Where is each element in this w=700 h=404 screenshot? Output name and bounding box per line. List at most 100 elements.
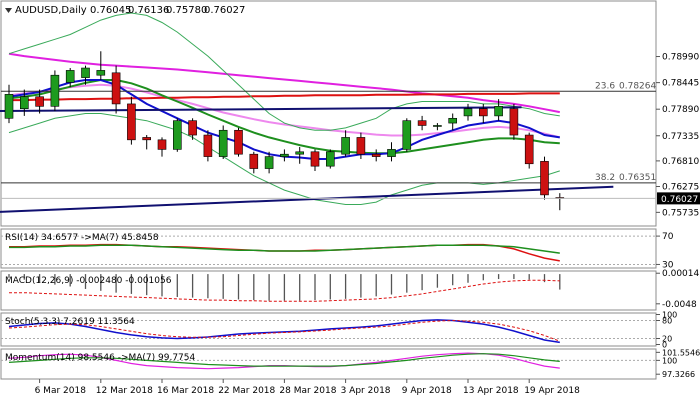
- candle-body: [142, 137, 151, 141]
- candle-body: [433, 125, 442, 127]
- candle-body: [218, 129, 228, 157]
- price-axis-tick-label: 0.78990: [662, 53, 699, 63]
- ohlc-low: 0.75780: [166, 5, 207, 16]
- momentum-title: Momentum(14) 98.5546 ->MA(7) 99.7754: [5, 353, 196, 363]
- candle-body: [157, 139, 167, 150]
- candle-body: [280, 153, 289, 157]
- macd-signal-line: [9, 279, 560, 302]
- momentum-axis-tick-label: 97.3266: [662, 370, 695, 379]
- candles: [4, 51, 565, 211]
- trendline: [0, 185, 614, 213]
- ohlc-close: 0.76027: [204, 5, 245, 16]
- date-tick-label: 28 Mar 2018: [279, 386, 336, 396]
- candle-body: [249, 153, 259, 169]
- candle-body: [509, 108, 519, 136]
- last-price-label: 0.76027: [661, 195, 698, 205]
- price-axis-tick-label: 0.76810: [662, 157, 699, 167]
- date-tick-label: 19 Apr 2018: [524, 386, 580, 396]
- candle-body: [494, 106, 503, 117]
- candle-body: [50, 74, 60, 107]
- date-tick-label: 9 Apr 2018: [402, 386, 452, 396]
- candle-body: [264, 156, 274, 169]
- candle-body: [371, 153, 381, 157]
- candle-body: [341, 137, 350, 155]
- momentum-series-line: [8, 353, 560, 367]
- stoch-axis-tick-label: 80: [662, 317, 672, 326]
- ohlc-high: 0.76136: [128, 5, 169, 16]
- candle-body: [4, 94, 14, 119]
- stoch-axis-tick-label: 100: [662, 311, 677, 320]
- ma-line: [8, 83, 561, 139]
- candle-body: [111, 72, 121, 105]
- macd-axis-tick-label: 0.000141: [662, 269, 700, 279]
- momentum-axis-tick-label: 100: [662, 356, 677, 365]
- candle-body: [310, 151, 320, 167]
- date-tick-label: 22 Mar 2018: [218, 386, 275, 396]
- candle-body: [173, 120, 182, 150]
- stoch-lines: [1, 319, 656, 344]
- momentum-axis-tick-label: 101.5546: [662, 348, 700, 357]
- rsi-lines: [1, 235, 656, 265]
- candle-body: [96, 70, 106, 76]
- fib-level-label: 38.2: [595, 173, 615, 183]
- rsi-axis-tick-label: 70: [662, 232, 674, 242]
- macd-title: MACD(12,26,9) -0.002480 -0.001056: [5, 276, 172, 286]
- candle-body: [127, 103, 136, 141]
- stoch-title: Stoch(5,3,3) 7.2619 11.3564: [5, 317, 135, 327]
- date-axis: 6 Mar 2018 12 Mar 2018 16 Mar 2018 22 Mar 2…: [35, 379, 580, 396]
- candle-body: [478, 108, 488, 117]
- candle-body: [417, 120, 427, 126]
- momentum-lines: [1, 352, 656, 370]
- ohlc-open: 0.76045: [90, 5, 131, 16]
- trendlines: [0, 106, 614, 213]
- fib-level-value: 0.78264: [619, 81, 656, 91]
- candle-body: [188, 120, 197, 136]
- macd-axis: 0.000141 -0.0048: [656, 269, 700, 310]
- candle-body: [295, 151, 305, 155]
- candle-body: [234, 129, 243, 155]
- candle-body: [524, 134, 534, 165]
- stoch-axis-tick-label: 0: [662, 341, 667, 350]
- price-pane: 0.78990 0.78445 0.77890 0.77335 0.76810 0.762…: [0, 0, 700, 227]
- date-tick-label: 3 Apr 2018: [341, 386, 391, 396]
- candle-body: [81, 67, 90, 78]
- candle-body: [448, 117, 458, 124]
- rsi-pane: 70 30 RSI(14) 34.6577 ->MA(7) 45.8458: [0, 228, 674, 270]
- rsi-series-line: [9, 244, 560, 254]
- candle-body: [387, 149, 396, 157]
- macd-histogram: [8, 274, 561, 302]
- candle-body: [65, 70, 75, 83]
- ma-line: [9, 92, 560, 102]
- price-axis-tick-label: 0.76275: [662, 183, 699, 193]
- stoch-axis-tick-label: 20: [662, 335, 672, 344]
- candle-body: [356, 137, 366, 155]
- ma-line: [8, 12, 560, 131]
- rsi-axis-tick-label: 30: [662, 260, 674, 270]
- macd-axis-tick-label: -0.0048: [662, 300, 697, 310]
- date-tick-label: 13 Apr 2018: [463, 386, 519, 396]
- fib-level-label: 23.6: [595, 81, 615, 91]
- dropdown-triangle-icon[interactable]: [5, 8, 12, 13]
- candle-body: [463, 108, 473, 117]
- price-axis-tick-label: 0.77890: [662, 105, 699, 115]
- date-tick-label: 12 Mar 2018: [96, 386, 153, 396]
- rsi-title: RSI(14) 34.6577 ->MA(7) 45.8458: [5, 233, 159, 243]
- candle-body: [540, 161, 549, 196]
- symbol-title: AUDUSD,Daily: [15, 5, 87, 16]
- price-axis-tick-label: 0.75735: [662, 208, 699, 218]
- candle-body: [35, 96, 44, 107]
- price-axis: 0.78990 0.78445 0.77890 0.77335 0.76810 0.762…: [1, 53, 700, 218]
- price-axis-tick-label: 0.78445: [662, 79, 699, 89]
- trendline: [0, 106, 522, 113]
- fib-labels: 23.6 0.78264 38.2 0.76351: [595, 81, 656, 183]
- rsi-axis: 70 30: [656, 232, 674, 270]
- last-price-box: [657, 192, 700, 205]
- stoch-k-line: [8, 319, 560, 344]
- macd-pane: 0.000141 -0.0048 MACD(12,26,9) -0.002480 …: [0, 269, 700, 311]
